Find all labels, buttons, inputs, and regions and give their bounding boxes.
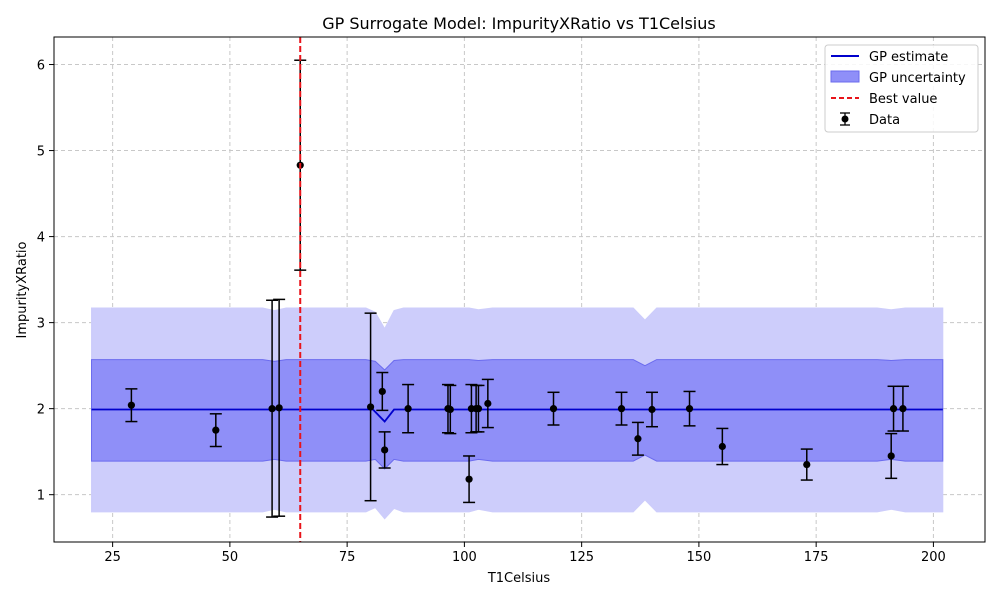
- data-point: [125, 388, 138, 423]
- x-tick-label: 125: [569, 550, 594, 565]
- legend-data-marker: [841, 115, 849, 123]
- data-marker: [366, 403, 375, 411]
- data-marker: [465, 475, 473, 483]
- data-point: [887, 385, 900, 432]
- x-tick-label: 200: [921, 550, 946, 565]
- data-point: [896, 385, 909, 432]
- data-point: [716, 427, 729, 466]
- plot-area: 25 50 75 100 125 150 175 200 1 2 3 4 5 6: [37, 37, 985, 565]
- y-tick-label: 2: [37, 403, 45, 418]
- gp-uncertainty-inner-band: [91, 359, 944, 470]
- x-tick-label: 175: [804, 550, 829, 565]
- legend-gp-uncertainty-label: GP uncertainty: [869, 71, 966, 86]
- data-point: [645, 391, 658, 428]
- legend-best-value-label: Best value: [869, 92, 937, 107]
- legend-data-swatch: [840, 112, 850, 126]
- data-marker: [549, 405, 558, 413]
- data-marker: [275, 404, 283, 412]
- data-marker: [268, 405, 276, 413]
- data-point: [683, 390, 696, 427]
- data-marker: [634, 435, 642, 443]
- data-point: [463, 455, 476, 504]
- x-tick-label: 25: [104, 550, 121, 565]
- data-marker: [127, 401, 135, 409]
- data-point: [402, 383, 415, 434]
- data-point: [376, 371, 389, 412]
- data-marker: [887, 452, 895, 460]
- chart-title: GP Surrogate Model: ImpurityXRatio vs T1…: [322, 14, 715, 33]
- y-tick-label: 4: [37, 231, 45, 246]
- data-marker: [484, 399, 492, 408]
- data-marker: [685, 405, 694, 413]
- x-axis-title: T1Celsius: [487, 571, 551, 586]
- x-tick-label: 75: [339, 550, 356, 565]
- y-tick-label: 5: [37, 145, 45, 160]
- legend-gp-uncertainty-swatch: [830, 70, 860, 83]
- data-marker: [617, 405, 626, 413]
- data-marker: [718, 442, 726, 451]
- legend: GP estimate GP uncertainty Best value Da…: [824, 44, 979, 133]
- data-point: [615, 391, 628, 426]
- data-marker: [899, 405, 907, 413]
- data-point: [273, 298, 286, 517]
- data-marker: [889, 405, 898, 413]
- y-tick-label: 6: [37, 59, 45, 74]
- axes-frame: [53, 36, 986, 543]
- data-point: [547, 391, 560, 426]
- data-point: [631, 421, 644, 456]
- data-point: [885, 432, 898, 480]
- y-axis-title: ImpurityXRatio: [15, 241, 30, 338]
- x-tick-label: 100: [452, 550, 477, 565]
- data-marker: [648, 405, 656, 414]
- data-point: [481, 378, 494, 429]
- data-marker: [803, 460, 811, 469]
- data-marker: [446, 405, 454, 414]
- data-point: [209, 413, 222, 448]
- data-marker: [404, 405, 412, 413]
- y-tick-label: 1: [37, 489, 45, 504]
- data-point: [364, 312, 377, 502]
- data-point: [266, 299, 279, 518]
- x-tick-label: 50: [222, 550, 239, 565]
- x-tick-label: 150: [686, 550, 711, 565]
- data-marker: [378, 387, 386, 396]
- data-point: [472, 384, 485, 433]
- legend-box: [824, 44, 979, 133]
- data-marker: [381, 446, 389, 454]
- data-marker: [474, 405, 483, 413]
- data-point: [800, 448, 813, 481]
- data-point: [444, 384, 457, 435]
- legend-gp-estimate-label: GP estimate: [869, 50, 948, 65]
- data-marker: [212, 426, 220, 434]
- y-tick-label: 3: [37, 317, 45, 332]
- data-point: [378, 431, 391, 469]
- legend-data-label: Data: [869, 113, 900, 128]
